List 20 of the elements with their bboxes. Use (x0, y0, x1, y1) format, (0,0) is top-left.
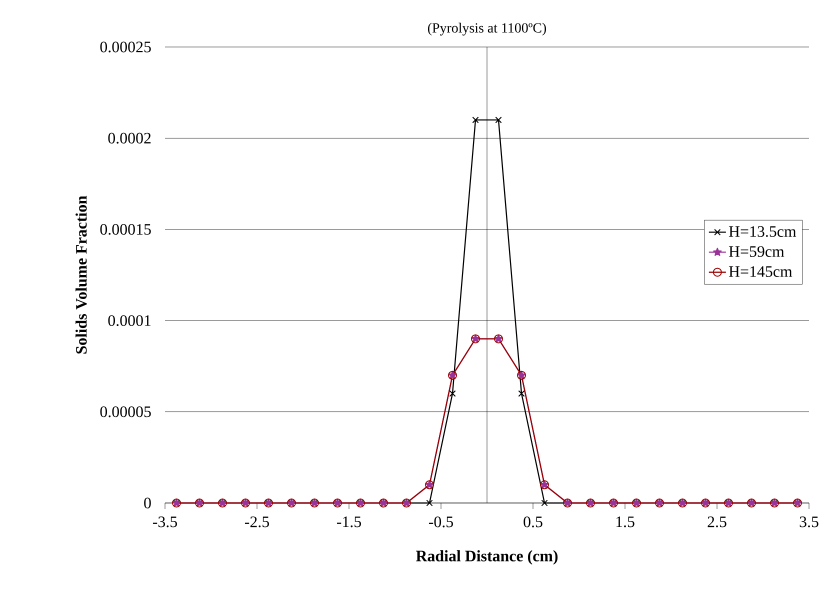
x-tick-label: 1.5 (616, 516, 634, 528)
x-tick-label: -1.5 (336, 516, 361, 528)
legend-label: H=145cm (728, 266, 792, 277)
x-axis-title: Radial Distance (cm) (416, 550, 558, 565)
x-tick-label: -3.5 (152, 516, 177, 528)
chart-title: (Pyrolysis at 1100ºC) (428, 22, 546, 36)
y-tick-label: 0.00005 (100, 406, 151, 418)
x-tick-label: 0.5 (524, 516, 542, 528)
legend-label: H=13.5cm (728, 226, 796, 237)
x-tick-label: 2.5 (708, 516, 726, 528)
y-tick-label: 0.00015 (100, 224, 151, 235)
y-tick-label: 0 (144, 498, 151, 508)
y-axis-title: Solids Volume Fraction (76, 196, 87, 354)
x-tick-label: -2.5 (244, 516, 269, 528)
x-tick-label: 3.5 (800, 516, 818, 528)
y-tick-label: 0.0002 (108, 132, 151, 144)
x-tick-label: -0.5 (428, 516, 453, 528)
legend-label: H=59cm (728, 246, 784, 257)
y-tick-label: 0.0001 (108, 315, 151, 326)
y-tick-label: 0.00025 (100, 42, 151, 52)
